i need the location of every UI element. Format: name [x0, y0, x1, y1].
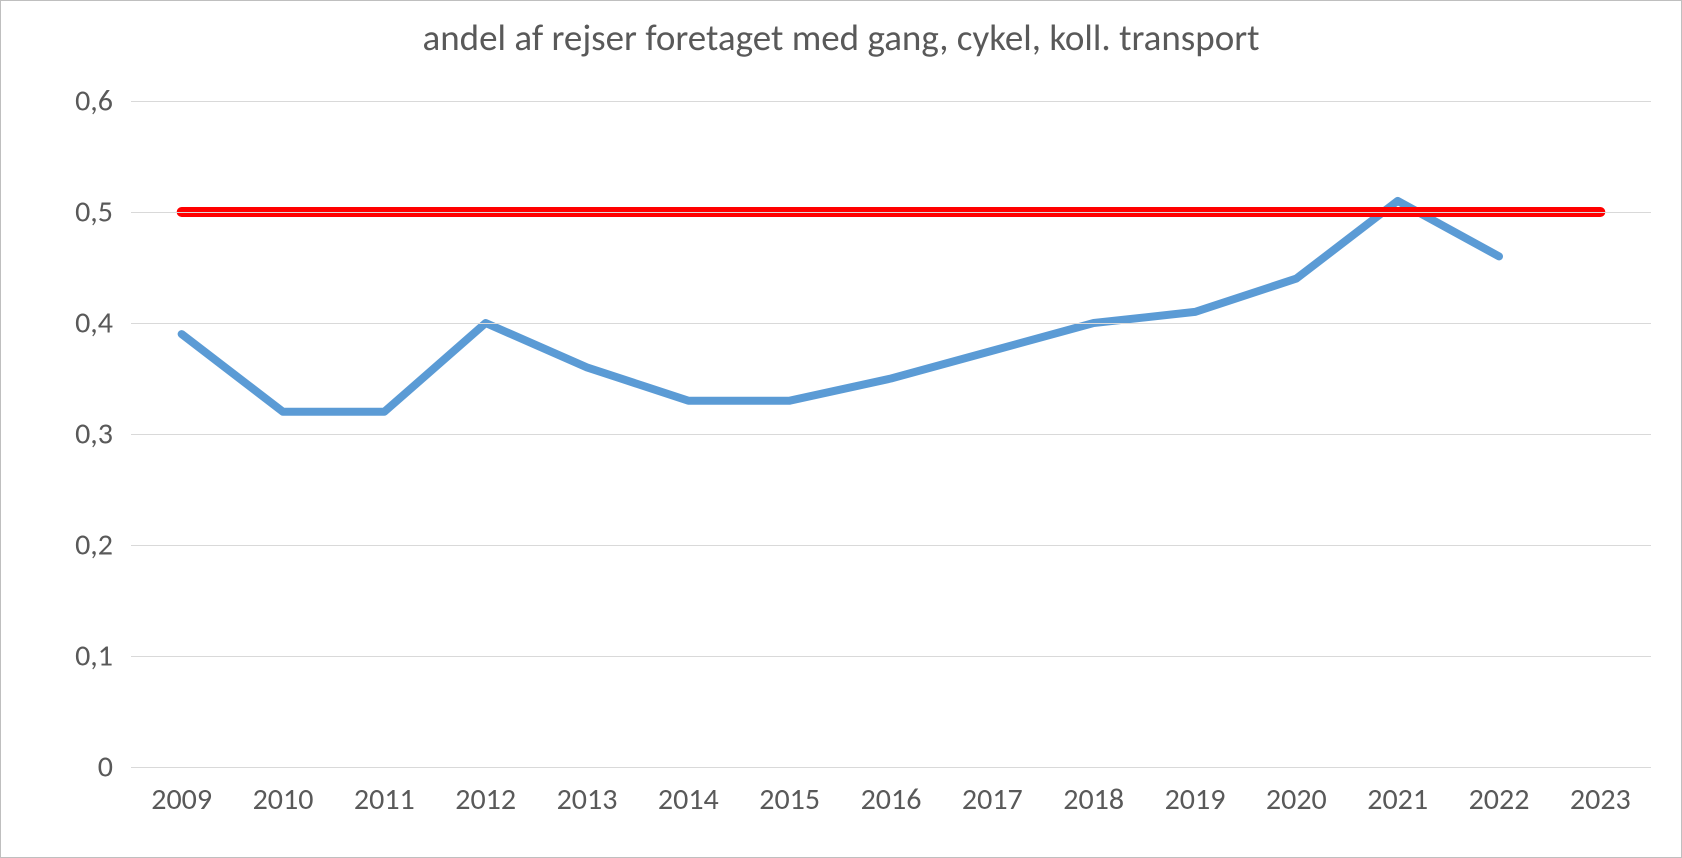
gridline [131, 545, 1651, 546]
x-tick-label: 2017 [962, 781, 1023, 818]
x-tick-label: 2015 [759, 781, 820, 818]
chart-title: andel af rejser foretaget med gang, cyke… [1, 15, 1681, 60]
y-tick-label: 0,1 [75, 638, 113, 675]
x-tick-label: 2014 [658, 781, 719, 818]
x-tick-label: 2016 [861, 781, 922, 818]
gridline [131, 101, 1651, 102]
gridline [131, 656, 1651, 657]
x-tick-label: 2018 [1063, 781, 1124, 818]
x-tick-label: 2019 [1165, 781, 1226, 818]
y-tick-label: 0,4 [75, 305, 113, 342]
x-tick-label: 2013 [557, 781, 618, 818]
x-tick-label: 2022 [1469, 781, 1530, 818]
x-tick-label: 2012 [455, 781, 516, 818]
y-tick-label: 0 [98, 749, 113, 786]
y-tick-label: 0,5 [75, 194, 113, 231]
x-tick-label: 2023 [1570, 781, 1631, 818]
gridline [131, 434, 1651, 435]
x-tick-label: 2021 [1367, 781, 1428, 818]
x-tick-label: 2020 [1266, 781, 1327, 818]
plot-area: 00,10,20,30,40,50,6200920102011201220132… [131, 101, 1651, 767]
y-tick-label: 0,6 [75, 83, 113, 120]
y-tick-label: 0,3 [75, 416, 113, 453]
gridline [131, 212, 1651, 213]
x-tick-label: 2011 [354, 781, 415, 818]
gridline [131, 323, 1651, 324]
series-andel [182, 201, 1499, 412]
x-tick-label: 2010 [253, 781, 314, 818]
chart-frame: andel af rejser foretaget med gang, cyke… [0, 0, 1682, 858]
gridline [131, 767, 1651, 768]
x-tick-label: 2009 [151, 781, 212, 818]
y-tick-label: 0,2 [75, 527, 113, 564]
